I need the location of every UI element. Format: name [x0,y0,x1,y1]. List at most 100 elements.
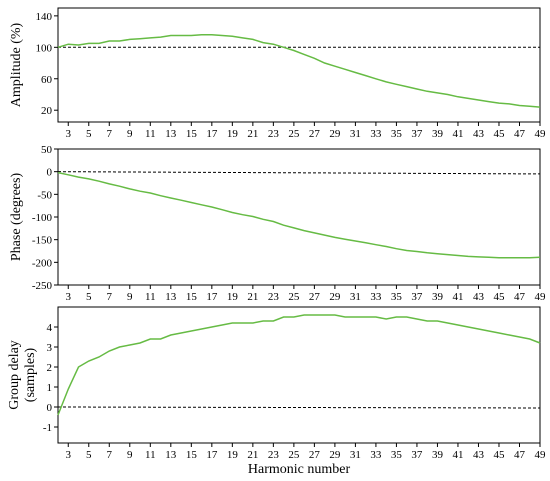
group-delay-data-point [242,322,244,324]
amplitude-data-point [68,43,70,45]
phase-x-tick-label: 7 [107,291,113,303]
amplitude-x-tick-label: 45 [493,128,505,140]
group-delay-x-tick-label: 7 [107,449,113,461]
group-delay-data-point [437,320,439,322]
group-delay-y-tick-label: -1 [43,422,52,434]
phase-panel: 500-50-100-150-200-250 3 5 7 9 11 13 15 17 19 21 2… [9,144,546,303]
phase-data-point [539,257,541,259]
group-delay-data-point [109,350,111,352]
amplitude-data-point [498,102,500,104]
group-delay-data-point [57,414,59,416]
group-delay-data-point [519,336,521,338]
amplitude-data-point [334,65,336,67]
amplitude-y-ticks: 20 60 100 140 [36,11,58,117]
phase-data-point [365,242,367,244]
amplitude-points [57,34,541,108]
phase-x-tick-label: 9 [127,291,133,303]
amplitude-x-tick-label: 33 [370,128,382,140]
phase-data-point [221,209,223,211]
group-delay-data-point [303,314,305,316]
phase-x-tick-label: 5 [86,291,92,303]
amplitude-data-point [98,43,100,45]
amplitude-data-point [457,96,459,98]
phase-x-tick-label: 37 [411,291,423,303]
amplitude-x-tick-label: 23 [268,128,280,140]
group-delay-x-tick-label: 23 [268,449,280,461]
group-delay-x-tick-label: 27 [309,449,321,461]
phase-y-tick-label: -50 [37,189,52,201]
phase-x-tick-label: 19 [227,291,239,303]
phase-data-point [57,172,59,174]
amplitude-data-point [539,106,541,108]
group-delay-data-point [252,322,254,324]
amplitude-data-point [109,40,111,42]
group-delay-y-tick-label: 3 [47,342,53,354]
phase-data-point [406,250,408,252]
amplitude-data-point [139,38,141,40]
group-delay-series-line [57,314,541,416]
amplitude-data-point [252,39,254,41]
phase-data-point [273,221,275,223]
phase-data-point [191,202,193,204]
group-delay-x-tick-label: 33 [370,449,382,461]
amplitude-data-point [508,103,510,105]
group-delay-x-tick-label: 41 [452,449,463,461]
amplitude-data-point [396,84,398,86]
phase-data-point [160,195,162,197]
group-delay-x-tick-label: 17 [206,449,218,461]
phase-data-point [355,240,357,242]
group-delay-data-point [273,320,275,322]
group-delay-x-tick-label: 9 [127,449,133,461]
amplitude-data-point [273,43,275,45]
phase-x-tick-label: 47 [514,291,526,303]
group-delay-x-tick-label: 45 [493,449,505,461]
group-delay-x-tick-label: 25 [288,449,300,461]
amplitude-y-axis-label: Amplitude (%) [9,22,24,107]
amplitude-data-point [211,34,213,36]
group-delay-x-ticks: 3 5 7 9 11 13 15 17 19 21 23 25 27 29 31 33 35 37 39 41 43 45… [66,443,546,461]
phase-data-point [519,257,521,259]
amplitude-data-point [170,35,172,37]
group-delay-data-point [211,326,213,328]
phase-points [57,172,541,259]
phase-data-point [150,192,152,194]
group-delay-data-point [334,314,336,316]
group-delay-data-point [68,388,70,390]
group-delay-data-point [365,316,367,318]
phase-data-point [416,251,418,253]
amplitude-data-point [57,47,59,49]
amplitude-plot-frame [57,7,541,123]
amplitude-data-point [447,94,449,96]
phase-data-point [283,224,285,226]
group-delay-data-point [406,316,408,318]
group-delay-y-tick-label: 0 [47,402,53,414]
phase-data-point [109,183,111,185]
group-delay-data-point [385,318,387,320]
amplitude-data-point [232,36,234,38]
group-delay-x-tick-label: 39 [432,449,444,461]
phase-x-tick-label: 27 [309,291,321,303]
amplitude-x-tick-label: 25 [288,128,300,140]
phase-data-point [467,256,469,258]
phase-data-point [437,253,439,255]
amplitude-y-tick-label: 140 [36,11,53,23]
phase-x-tick-label: 33 [370,291,382,303]
group-delay-x-tick-label: 31 [350,449,361,461]
group-delay-data-point [344,316,346,318]
amplitude-x-tick-label: 3 [66,128,72,140]
phase-plot-frame [57,148,541,286]
phase-data-point [447,254,449,256]
group-delay-data-point [447,322,449,324]
phase-x-tick-label: 17 [206,291,218,303]
x-axis-label: Harmonic number [248,462,351,477]
phase-data-point [129,188,131,190]
phase-data-point [252,216,254,218]
group-delay-y-axis-label: Group delay(samples) [7,340,38,410]
amplitude-x-tick-label: 27 [309,128,321,140]
phase-data-point [508,257,510,259]
phase-x-tick-label: 25 [288,291,300,303]
amplitude-data-point [416,88,418,90]
amplitude-x-tick-label: 5 [86,128,92,140]
group-delay-data-point [508,334,510,336]
phase-data-point [262,219,264,221]
